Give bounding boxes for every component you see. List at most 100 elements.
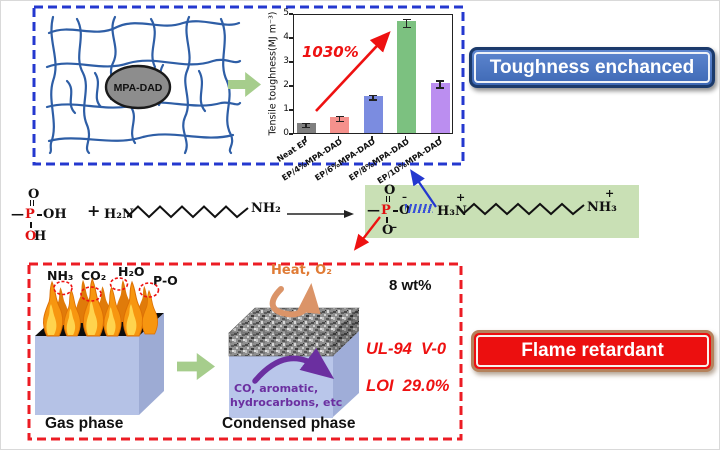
- gas-phase-label: Gas phase: [45, 415, 124, 432]
- product-ammonium-right: NH₃: [587, 200, 617, 215]
- amine-right-group: NH₂: [251, 201, 281, 216]
- product-minus-right: –: [402, 192, 407, 203]
- mpa-dad-ellipse: [104, 64, 172, 110]
- err-line: [372, 95, 374, 101]
- toughness-badge: Toughness enchanced: [469, 47, 715, 88]
- err-cap: [402, 18, 411, 21]
- product-p-o-bond: [393, 210, 398, 212]
- gas-bubble-circles: [53, 277, 160, 302]
- gas-label-po: P-O: [153, 273, 178, 288]
- volatiles-label-line1: CO, aromatic,: [234, 382, 319, 395]
- heat-label: Heat, O₂: [271, 263, 332, 278]
- err-cap: [335, 120, 344, 123]
- volatiles-label-line2: hydrocarbons, etc: [230, 396, 343, 409]
- gas-label-nh3: NH₃: [47, 268, 74, 283]
- mpa-double-bond: [30, 200, 34, 206]
- err-cap: [402, 26, 411, 29]
- ytick-mark: [289, 109, 293, 111]
- product-oxygen-right: O: [399, 203, 410, 218]
- err-cap: [369, 99, 377, 101]
- err-cap: [369, 94, 377, 97]
- product-alkyl-chain-zigzag: [462, 202, 585, 216]
- bar: [363, 95, 383, 133]
- product-minus-bottom: –: [392, 222, 397, 233]
- ytick-mark: [289, 37, 293, 39]
- gas-label-h2o: H₂O: [118, 264, 145, 279]
- cube-front-face: [35, 336, 139, 415]
- toughness-dashed-box: [32, 5, 465, 166]
- condensed-cube-side-face: [333, 331, 359, 417]
- err-cap: [436, 87, 444, 89]
- product-double-bond: [386, 196, 390, 202]
- heat-arrow-icon: [269, 283, 321, 318]
- err-cap: [302, 122, 310, 125]
- product-ammonium-left: H₃N: [437, 204, 467, 219]
- network-label: MPA-DAD: [114, 82, 163, 94]
- xtick-mark: [371, 135, 373, 140]
- product-oxygen-top: O: [384, 183, 396, 198]
- err-line: [338, 116, 341, 122]
- trend-arrow-icon: [315, 31, 391, 112]
- xtick-mark: [404, 135, 407, 140]
- ytick-label: 1: [283, 104, 289, 114]
- loi-value-label: LOI 29.0%: [366, 377, 450, 395]
- mpa-hydroxyl-right: OH: [43, 207, 67, 222]
- err-cap: [335, 115, 344, 118]
- ytick-label: 3: [283, 56, 289, 66]
- ytick-mark: [289, 85, 293, 87]
- err-line: [439, 81, 441, 89]
- amine-left-group: H₂N: [104, 207, 134, 222]
- xtick-mark: [438, 135, 440, 140]
- mpa-methyl-bond: —: [11, 207, 24, 222]
- xtick-mark: [304, 135, 306, 140]
- mpa-p-oh-bond: [37, 214, 42, 216]
- bar-plot: [293, 14, 453, 134]
- product-plus-right: +: [605, 187, 615, 200]
- ionic-bond-hatch: [405, 204, 433, 213]
- flame-retardant-badge-label: Flame retardant: [521, 340, 664, 361]
- mpa-oxygen-top: O: [28, 187, 40, 202]
- bar: [430, 82, 450, 133]
- bar: [330, 116, 349, 133]
- mpa-p-o-bond-down: [30, 222, 32, 228]
- ytick-label: 5: [283, 8, 289, 18]
- toughness-badge-label: Toughness enchanced: [489, 56, 695, 78]
- gas-label-co2: CO₂: [81, 268, 107, 283]
- err-cap: [302, 126, 310, 129]
- mpa-hydrogen-bottom: H: [34, 229, 47, 244]
- improvement-annotation: 1030%: [302, 43, 359, 61]
- product-methyl-bond: —: [367, 203, 380, 218]
- ytick-mark: [289, 61, 293, 63]
- product-oxygen-bottom: O: [382, 223, 394, 238]
- xtick-mark: [337, 135, 340, 140]
- flame-dashed-box: [27, 262, 463, 441]
- product-p-o-bond-down: [386, 217, 388, 223]
- char-layer-side: [333, 308, 359, 356]
- condensed-phase-cube-graphic: [228, 283, 360, 418]
- mpa-phosphorus: P: [25, 207, 35, 222]
- volatiles-arrow-icon: [252, 348, 335, 384]
- flame-retardant-badge: Flame retardant: [471, 330, 714, 372]
- ytick-mark: [289, 13, 293, 15]
- ytick-label: 0: [283, 128, 289, 138]
- product-phosphorus: P: [381, 203, 391, 218]
- product-plus-left: +: [456, 191, 466, 204]
- additive-loading-label: 8 wt%: [389, 277, 432, 294]
- ytick-label: 4: [283, 32, 289, 42]
- err-cap: [436, 80, 444, 82]
- reaction-arrow-icon: [287, 210, 354, 218]
- bar-chart: Tensile toughness(MJ m⁻³) 1030% 0 1 2 3 4 5 Ne…: [266, 8, 461, 186]
- err-line: [405, 19, 408, 28]
- cube-side-face: [139, 313, 164, 415]
- ytick-label: 2: [283, 80, 289, 90]
- gas-phase-cube-graphic: [35, 277, 164, 415]
- mpa-oxygen-bottom: O: [25, 229, 37, 244]
- polymer-network-graphic: MPA-DAD: [45, 15, 242, 155]
- alkyl-chain-zigzag: [127, 205, 249, 219]
- char-layer-side-shade: [333, 308, 359, 356]
- flame-graphic: [42, 278, 159, 337]
- err-line: [305, 123, 307, 128]
- bar: [397, 21, 416, 133]
- ytick-mark: [289, 133, 293, 135]
